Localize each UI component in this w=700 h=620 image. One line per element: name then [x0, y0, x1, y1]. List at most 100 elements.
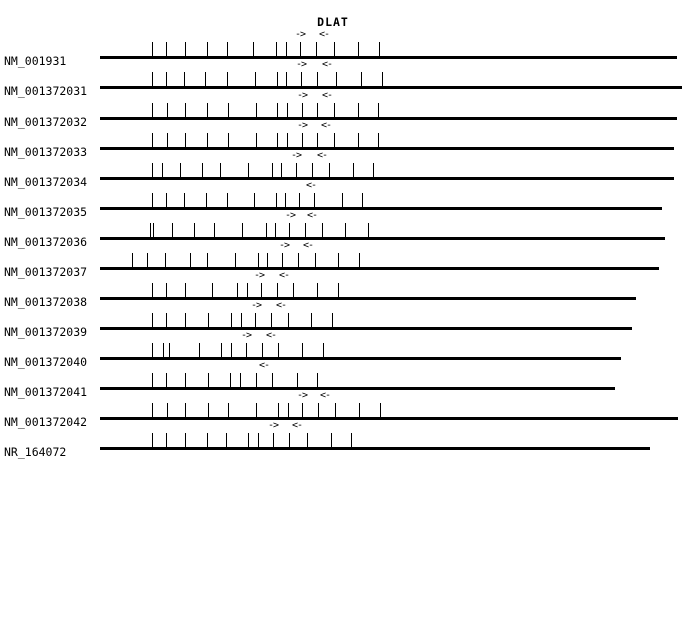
exon-tick [317, 133, 318, 147]
exon-tick [246, 343, 247, 357]
exon-tick [241, 313, 242, 327]
exon-tick [152, 72, 153, 86]
exon-tick [207, 133, 208, 147]
transcript-label: NM_001372041 [4, 385, 88, 399]
exon-tick [281, 163, 282, 177]
exon-tick [382, 72, 383, 86]
cds-end-arrow-icon: <- [319, 390, 331, 401]
exon-tick [208, 313, 209, 327]
exon-tick [272, 163, 273, 177]
transcript-line [100, 117, 677, 120]
transcript-label: NM_001372039 [4, 325, 88, 339]
exon-tick [166, 283, 167, 297]
exon-tick [199, 343, 200, 357]
exon-tick [248, 163, 249, 177]
exon-tick [184, 193, 185, 207]
exon-tick [314, 193, 315, 207]
exon-tick [302, 403, 303, 417]
exon-tick [297, 373, 298, 387]
cds-start-arrow-icon: -> [253, 270, 265, 281]
exon-tick [296, 163, 297, 177]
exon-tick [312, 163, 313, 177]
exon-tick [256, 133, 257, 147]
exon-tick [379, 42, 380, 56]
cds-start-arrow-icon: -> [295, 59, 307, 70]
exon-tick [185, 283, 186, 297]
exon-tick [242, 223, 243, 237]
exon-tick [302, 133, 303, 147]
cds-end-arrow-icon: <- [258, 360, 270, 371]
transcript-line [100, 387, 615, 390]
exon-tick [167, 403, 168, 417]
transcript-line [100, 86, 682, 89]
exon-tick [220, 163, 221, 177]
exon-tick [378, 133, 379, 147]
exon-tick [214, 223, 215, 237]
exon-tick [227, 42, 228, 56]
exon-tick [147, 253, 148, 267]
exon-tick [152, 283, 153, 297]
exon-tick [231, 313, 232, 327]
exon-tick [237, 283, 238, 297]
exon-tick [278, 403, 279, 417]
exon-tick [286, 42, 287, 56]
exon-tick [227, 72, 228, 86]
exon-tick [132, 253, 133, 267]
exon-tick [169, 343, 170, 357]
cds-start-arrow-icon: -> [296, 120, 308, 131]
exon-tick [184, 72, 185, 86]
exon-tick [152, 103, 153, 117]
exon-tick [298, 253, 299, 267]
exon-tick [207, 42, 208, 56]
exon-tick [230, 373, 231, 387]
transcript-label: NM_001372040 [4, 355, 88, 369]
cds-start-arrow-icon: -> [284, 210, 296, 221]
cds-start-arrow-icon: -> [296, 390, 308, 401]
cds-end-arrow-icon: <- [316, 150, 328, 161]
cds-start-arrow-icon: -> [240, 330, 252, 341]
cds-end-arrow-icon: <- [291, 420, 303, 431]
transcript-line [100, 267, 659, 270]
exon-tick [278, 343, 279, 357]
exon-tick [185, 103, 186, 117]
exon-tick [166, 72, 167, 86]
exon-tick [262, 343, 263, 357]
exon-tick [165, 253, 166, 267]
exon-tick [208, 403, 209, 417]
exon-tick [185, 42, 186, 56]
exon-tick [300, 42, 301, 56]
exon-tick [378, 103, 379, 117]
cds-end-arrow-icon: <- [321, 90, 333, 101]
exon-tick [323, 343, 324, 357]
exon-tick [185, 433, 186, 447]
exon-tick [266, 223, 267, 237]
exon-tick [289, 223, 290, 237]
exon-tick [334, 133, 335, 147]
transcript-line [100, 357, 621, 360]
exon-tick [317, 72, 318, 86]
exon-tick [301, 72, 302, 86]
transcript-label: NM_001372033 [4, 145, 88, 159]
transcript-line [100, 297, 636, 300]
exon-tick [261, 283, 262, 297]
transcript-line [100, 147, 674, 150]
exon-tick [172, 223, 173, 237]
exon-tick [152, 343, 153, 357]
cds-end-arrow-icon: <- [321, 59, 333, 70]
exon-tick [277, 283, 278, 297]
exon-tick [293, 283, 294, 297]
exon-tick [152, 403, 153, 417]
exon-tick [334, 42, 335, 56]
exon-tick [359, 403, 360, 417]
exon-tick [311, 313, 312, 327]
cds-start-arrow-icon: -> [290, 150, 302, 161]
exon-tick [353, 163, 354, 177]
exon-tick [167, 133, 168, 147]
exon-tick [255, 313, 256, 327]
exon-tick [277, 133, 278, 147]
cds-start-arrow-icon: -> [267, 420, 279, 431]
exon-tick [208, 373, 209, 387]
cds-end-arrow-icon: <- [302, 240, 314, 251]
exon-tick [342, 193, 343, 207]
